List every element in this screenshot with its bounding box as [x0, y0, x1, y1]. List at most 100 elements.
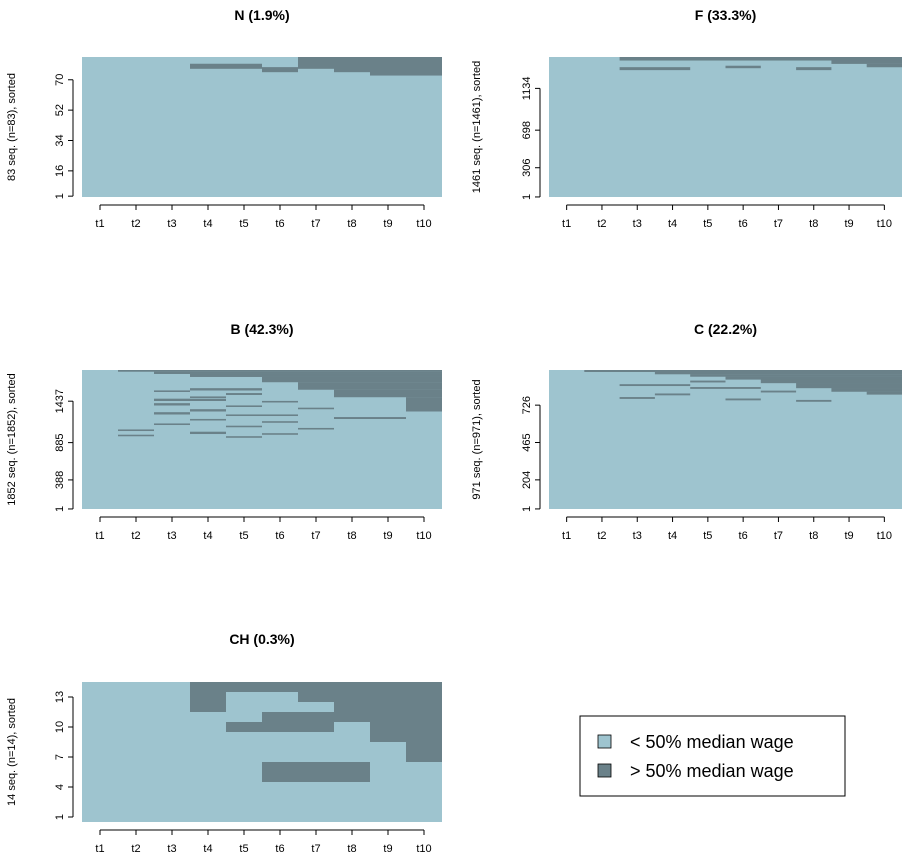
y-tick-label: 7	[54, 754, 66, 760]
y-tick-label: 388	[54, 471, 66, 489]
state-segment-above	[262, 762, 370, 772]
state-segment-above	[154, 390, 190, 392]
state-segment-above	[298, 63, 442, 69]
x-tick-label: t9	[383, 530, 392, 542]
state-segment-above	[760, 390, 797, 393]
state-segment-above	[690, 374, 902, 377]
state-segment-above	[190, 373, 442, 377]
panel-2: F (33.3%) 1 306 698 1134 1461 seq. (n=1461), …	[471, 7, 902, 230]
y-tick-label: 1	[54, 193, 66, 199]
y-axis-label: 971 seq. (n=971), sorted	[471, 379, 483, 499]
state-segment-above	[118, 434, 154, 437]
y-axis-label: 1852 seq. (n=1852), sorted	[6, 373, 18, 505]
legend-label-below: < 50% median wage	[630, 732, 794, 752]
x-tick-label: t4	[203, 843, 212, 855]
x-tick-label: t3	[633, 218, 642, 230]
legend-swatch-below	[597, 734, 612, 749]
y-tick-label: 698	[521, 121, 533, 139]
y-tick-label: 4	[54, 784, 66, 790]
y-axis-label: 83 seq. (n=83), sorted	[6, 73, 18, 181]
state-segment-above	[866, 63, 902, 68]
y-tick-label: 1	[54, 814, 66, 820]
state-segment-above	[262, 421, 298, 423]
state-segment-above	[190, 409, 226, 412]
state-segment-above	[190, 396, 226, 398]
x-tick-label: t4	[203, 218, 212, 230]
x-tick-label: t4	[668, 530, 677, 542]
state-segment-above	[619, 384, 691, 387]
y-tick-label: 52	[54, 104, 66, 116]
state-segment-above	[796, 399, 832, 402]
state-segment-above	[226, 414, 298, 417]
state-segment-above	[796, 383, 902, 389]
x-tick-label: t6	[275, 530, 284, 542]
state-segment-above	[154, 398, 226, 401]
y-tick-label: 1	[54, 506, 66, 512]
state-segment-above	[760, 379, 902, 384]
x-tick-label: t10	[416, 530, 431, 542]
x-tick-label: t1	[95, 843, 104, 855]
state-segment-above	[406, 752, 442, 762]
y-tick-label: 726	[521, 396, 533, 414]
state-segment-above	[690, 380, 726, 383]
state-segment-above	[154, 423, 190, 426]
x-tick-label: t2	[131, 530, 140, 542]
y-axis-label: 1461 seq. (n=1461), sorted	[471, 61, 483, 193]
panel-title: F (33.3%)	[695, 7, 756, 23]
state-segment-above	[118, 429, 154, 432]
x-tick-label: t6	[739, 218, 748, 230]
x-tick-label: t3	[167, 843, 176, 855]
y-tick-label: 1437	[54, 389, 66, 413]
x-tick-label: t1	[95, 530, 104, 542]
state-segment-above	[190, 702, 226, 712]
x-tick-label: t2	[597, 530, 606, 542]
state-segment-above	[154, 412, 190, 415]
x-tick-label: t9	[383, 218, 392, 230]
x-tick-label: t6	[739, 530, 748, 542]
state-segment-above	[190, 388, 262, 391]
x-tick-label: t8	[347, 530, 356, 542]
panel-title: CH (0.3%)	[229, 631, 294, 647]
panel-title: C (22.2%)	[694, 321, 757, 337]
x-tick-label: t4	[203, 530, 212, 542]
state-area-below	[549, 370, 902, 509]
x-tick-label: t6	[275, 843, 284, 855]
state-segment-above	[725, 376, 902, 380]
x-tick-label: t7	[774, 530, 783, 542]
x-tick-label: t10	[877, 530, 892, 542]
state-segment-above	[370, 722, 442, 732]
x-tick-label: t8	[347, 218, 356, 230]
state-segment-above	[619, 397, 655, 399]
state-segment-above	[262, 400, 298, 403]
state-segment-above	[226, 425, 262, 428]
state-segment-above	[725, 398, 761, 401]
x-tick-label: t3	[633, 530, 642, 542]
x-tick-label: t5	[703, 530, 712, 542]
state-segment-above	[226, 436, 262, 438]
state-segment-above	[262, 67, 298, 73]
state-segment-above	[725, 65, 761, 69]
state-segment-above	[406, 57, 442, 63]
state-segment-above	[262, 433, 298, 435]
x-tick-label: t5	[239, 530, 248, 542]
state-segment-above	[654, 371, 902, 375]
x-tick-label: t7	[311, 218, 320, 230]
state-segment-above	[831, 388, 902, 392]
x-tick-label: t5	[239, 218, 248, 230]
state-segment-above	[226, 63, 262, 69]
y-tick-label: 204	[521, 471, 533, 489]
panel-1: N (1.9%) 1 16 34 52 70 83 seq. (n=83), sorted t…	[6, 7, 442, 230]
y-axis-label: 14 seq. (n=14), sorted	[6, 698, 18, 806]
x-tick-label: t8	[809, 218, 818, 230]
state-segment-above	[154, 403, 190, 406]
state-segment-above	[334, 389, 442, 398]
state-segment-above	[190, 431, 226, 435]
state-segment-above	[154, 371, 442, 374]
x-tick-label: t7	[311, 530, 320, 542]
state-segment-above	[334, 67, 442, 73]
panel-3: B (42.3%) 1 388 885 1437 1852 seq. (n=1852), …	[6, 321, 442, 542]
state-segment-above	[190, 418, 226, 421]
state-segment-above	[866, 391, 902, 395]
